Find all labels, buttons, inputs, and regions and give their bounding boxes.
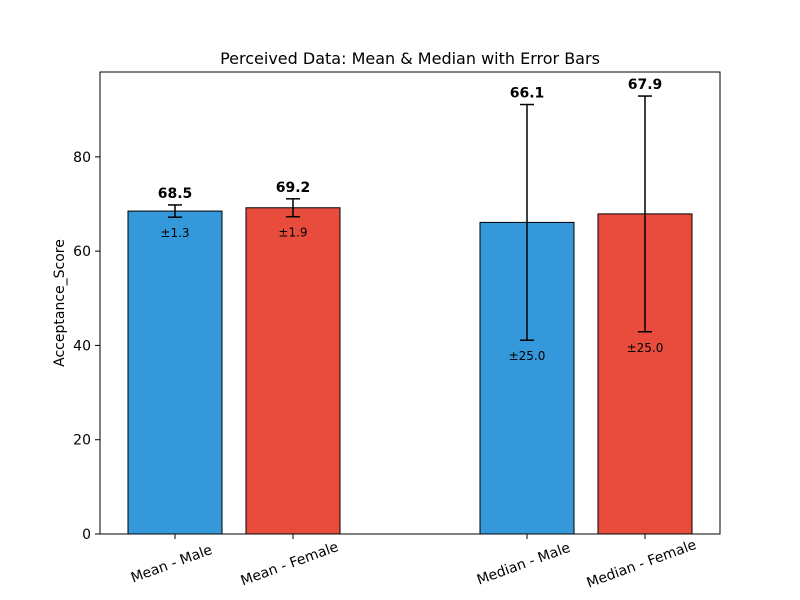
error-label: ±1.9: [278, 226, 307, 240]
value-label: 68.5: [158, 186, 193, 202]
y-axis-label: Acceptance_Score: [52, 239, 68, 367]
error-label: ±1.3: [160, 226, 189, 240]
y-tick-label: 0: [82, 527, 91, 543]
y-tick-label: 80: [73, 150, 91, 166]
bar: [127, 210, 223, 535]
bar: [245, 207, 341, 535]
plot-frame: [99, 71, 721, 535]
value-label: 69.2: [276, 180, 311, 196]
x-tick-label: Median - Female: [585, 537, 699, 592]
x-tick-label: Median - Male: [475, 540, 573, 589]
y-tick-label: 20: [73, 433, 91, 449]
y-tick-label: 60: [73, 244, 91, 260]
chart-title: Perceived Data: Mean & Median with Error…: [220, 49, 600, 68]
error-label: ±25.0: [509, 349, 546, 363]
y-tick-label: 40: [73, 338, 91, 354]
error-label: ±25.0: [627, 341, 664, 355]
x-tick-label: Mean - Male: [129, 542, 215, 586]
value-label: 66.1: [510, 86, 545, 102]
value-label: 67.9: [628, 77, 663, 93]
x-tick-label: Mean - Female: [239, 539, 341, 589]
